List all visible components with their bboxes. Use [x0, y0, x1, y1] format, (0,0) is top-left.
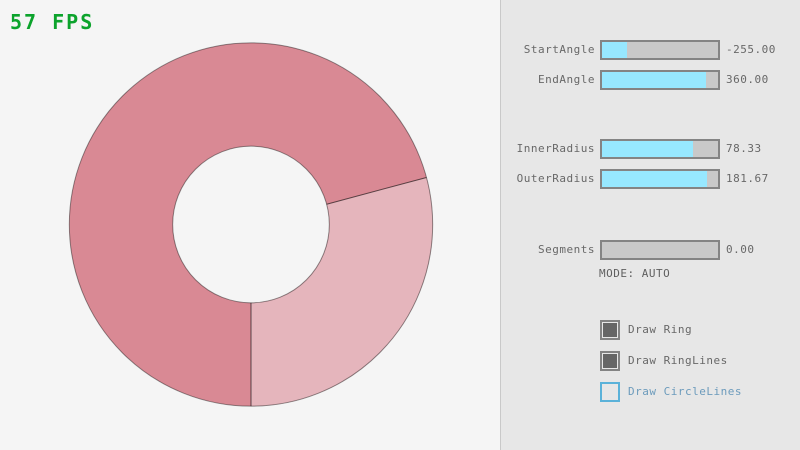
ring-inner-outline [172, 145, 330, 304]
draw-ringlines-label[interactable]: Draw RingLines [628, 354, 728, 367]
control-panel [500, 0, 800, 450]
start-angle-value: -255.00 [726, 43, 776, 56]
inner-radius-slider[interactable] [600, 139, 720, 159]
checkmark [603, 354, 617, 368]
end-angle-value: 360.00 [726, 73, 769, 86]
inner-radius-label: InnerRadius [516, 142, 595, 155]
outer-radius-label: OuterRadius [516, 172, 595, 185]
slider-fill [602, 141, 693, 157]
ring-start-angle-line [326, 176, 427, 205]
segments-label: Segments [538, 243, 595, 256]
draw-ring-checkbox[interactable] [600, 320, 620, 340]
ring-drawing [68, 42, 434, 407]
fps-counter: 57 FPS [10, 10, 95, 34]
slider-fill [602, 72, 707, 88]
mode-text: MODE: AUTO [599, 267, 671, 280]
draw-ring-label[interactable]: Draw Ring [628, 323, 693, 336]
draw-ringlines-checkbox[interactable] [600, 351, 620, 371]
slider-fill [602, 42, 628, 58]
end-angle-label: EndAngle [538, 73, 595, 86]
ring-light-sector [251, 177, 433, 407]
segments-value: 0.00 [726, 243, 755, 256]
start-angle-slider[interactable] [600, 40, 720, 60]
end-angle-slider[interactable] [600, 70, 720, 90]
draw-circlelines-label[interactable]: Draw CircleLines [628, 385, 742, 398]
segments-slider[interactable] [600, 240, 720, 260]
start-angle-label: StartAngle [523, 43, 595, 56]
inner-radius-value: 78.33 [726, 142, 762, 155]
checkmark [603, 323, 617, 337]
checkmark [603, 385, 617, 399]
draw-circlelines-checkbox[interactable] [600, 382, 620, 402]
outer-radius-value: 181.67 [726, 172, 769, 185]
outer-radius-slider[interactable] [600, 169, 720, 189]
slider-fill [602, 171, 708, 187]
